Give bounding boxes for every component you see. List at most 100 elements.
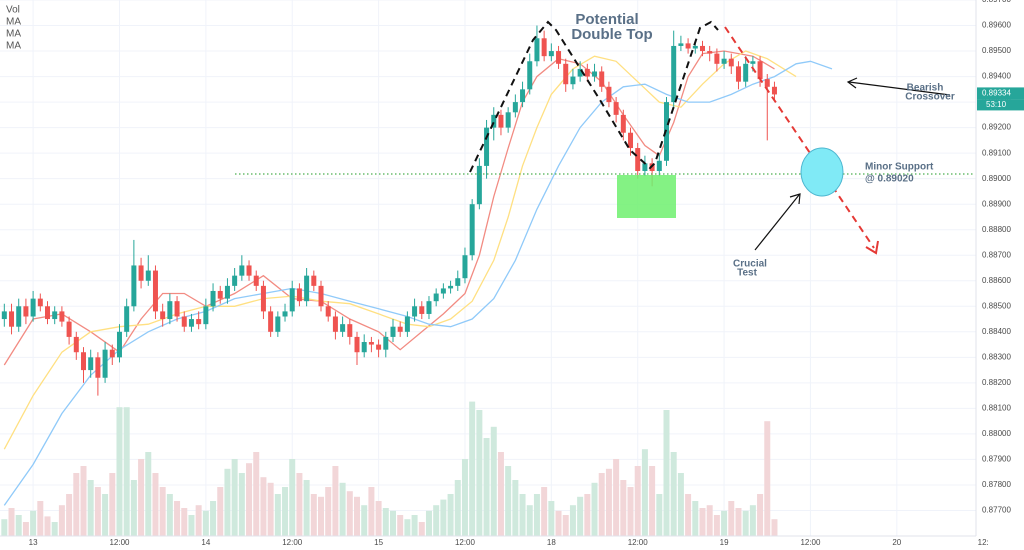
support-label: Minor Support bbox=[865, 162, 934, 173]
volume-bar bbox=[555, 510, 562, 536]
y-tick-label: 0.88800 bbox=[982, 225, 1011, 234]
double-top-path bbox=[469, 20, 719, 173]
candle-body bbox=[311, 275, 317, 286]
volume-bar bbox=[541, 487, 548, 536]
candle-body bbox=[433, 293, 439, 302]
volume-bar bbox=[404, 519, 411, 536]
candle-body bbox=[390, 326, 396, 337]
candle-body bbox=[383, 336, 389, 350]
volume-bar bbox=[771, 519, 778, 536]
volume-bar bbox=[282, 487, 289, 536]
candle-body bbox=[102, 349, 108, 378]
volume-bar bbox=[613, 459, 620, 536]
candle-body bbox=[109, 349, 115, 358]
candle-body bbox=[642, 163, 648, 172]
candle-body bbox=[728, 58, 734, 67]
candle-body bbox=[23, 306, 29, 317]
candle-body bbox=[556, 51, 562, 64]
x-tick-label: 19 bbox=[720, 538, 729, 547]
y-tick-label: 0.89700 bbox=[982, 0, 1011, 4]
volume-bar bbox=[721, 510, 728, 536]
candle-body bbox=[95, 357, 101, 378]
candle-body bbox=[253, 275, 259, 286]
volume-bar bbox=[634, 466, 641, 536]
volume-bar bbox=[51, 522, 58, 536]
x-tick-label: 12:00 bbox=[455, 538, 476, 547]
volume-bar bbox=[692, 501, 699, 536]
volume-bar bbox=[627, 487, 634, 536]
test-label: Test bbox=[737, 268, 757, 279]
candle-body bbox=[224, 285, 230, 299]
candle-body bbox=[699, 45, 705, 52]
candle-body bbox=[282, 311, 288, 317]
volume-bar bbox=[332, 466, 339, 536]
volume-bar bbox=[469, 401, 476, 536]
candle-body bbox=[124, 306, 130, 332]
candle-body bbox=[750, 61, 756, 64]
volume-bar bbox=[174, 501, 181, 536]
candle-body bbox=[721, 58, 727, 64]
candle-body bbox=[592, 71, 598, 77]
candle-body bbox=[620, 114, 626, 133]
volume-bar bbox=[368, 487, 375, 536]
volume-bar bbox=[274, 494, 281, 536]
volume-bar bbox=[202, 510, 209, 536]
volume-bar bbox=[166, 494, 173, 536]
candle-body bbox=[412, 306, 418, 317]
volume-bar bbox=[685, 494, 692, 536]
candle-body bbox=[152, 270, 158, 312]
candle-body bbox=[232, 275, 238, 286]
candle-body bbox=[462, 255, 468, 279]
volume-bar bbox=[188, 515, 195, 536]
volume-bar bbox=[397, 515, 404, 536]
volume-bar bbox=[584, 494, 591, 536]
volume-bar bbox=[130, 480, 137, 536]
projection-arrowhead bbox=[865, 240, 879, 255]
candle-body bbox=[116, 331, 122, 358]
y-tick-label: 0.89200 bbox=[982, 123, 1011, 132]
candle-body bbox=[707, 51, 713, 54]
volume-bar bbox=[382, 508, 389, 536]
volume-bar bbox=[641, 449, 648, 536]
candle-body bbox=[174, 301, 180, 317]
candle-body bbox=[131, 265, 137, 307]
candle-body bbox=[188, 319, 194, 327]
volume-bar bbox=[145, 452, 152, 536]
volume-bar bbox=[728, 501, 735, 536]
volume-bar bbox=[425, 510, 432, 536]
volume-bar bbox=[389, 510, 396, 536]
x-tick-label: 12:00 bbox=[800, 538, 821, 547]
candle-body bbox=[160, 311, 166, 320]
volume-bar bbox=[757, 494, 764, 536]
crossover-arrowhead bbox=[846, 77, 858, 89]
volume-bar bbox=[533, 494, 540, 536]
volume-bar bbox=[37, 501, 44, 536]
candle-body bbox=[347, 324, 353, 337]
volume-bar bbox=[706, 505, 713, 536]
pattern-label: Double Top bbox=[571, 26, 652, 43]
volume-bar bbox=[44, 516, 51, 536]
candle-body bbox=[318, 285, 324, 307]
support-zone bbox=[617, 175, 676, 218]
volume-bar bbox=[94, 487, 101, 536]
volume-bar bbox=[548, 501, 555, 536]
candle-body bbox=[469, 204, 475, 256]
volume-bar bbox=[138, 459, 145, 536]
volume-bar bbox=[433, 505, 440, 536]
volume-bar bbox=[418, 522, 425, 536]
y-tick-label: 0.88900 bbox=[982, 199, 1011, 208]
volume-bar bbox=[562, 515, 569, 536]
volume-bar bbox=[519, 494, 526, 536]
axes: 0.87700 0.87800 0.87900 0.88000 0.88100 0.882… bbox=[29, 0, 1024, 547]
candle-body bbox=[757, 61, 763, 80]
volume-bar bbox=[231, 459, 238, 536]
legend-item: MA bbox=[6, 29, 21, 40]
candle-body bbox=[239, 265, 245, 276]
x-tick-label: 18 bbox=[547, 538, 556, 547]
y-tick-label: 0.88200 bbox=[982, 378, 1011, 387]
candle-body bbox=[505, 112, 511, 128]
volume-bar bbox=[620, 480, 627, 536]
countdown-label: 53:10 bbox=[986, 100, 1007, 109]
